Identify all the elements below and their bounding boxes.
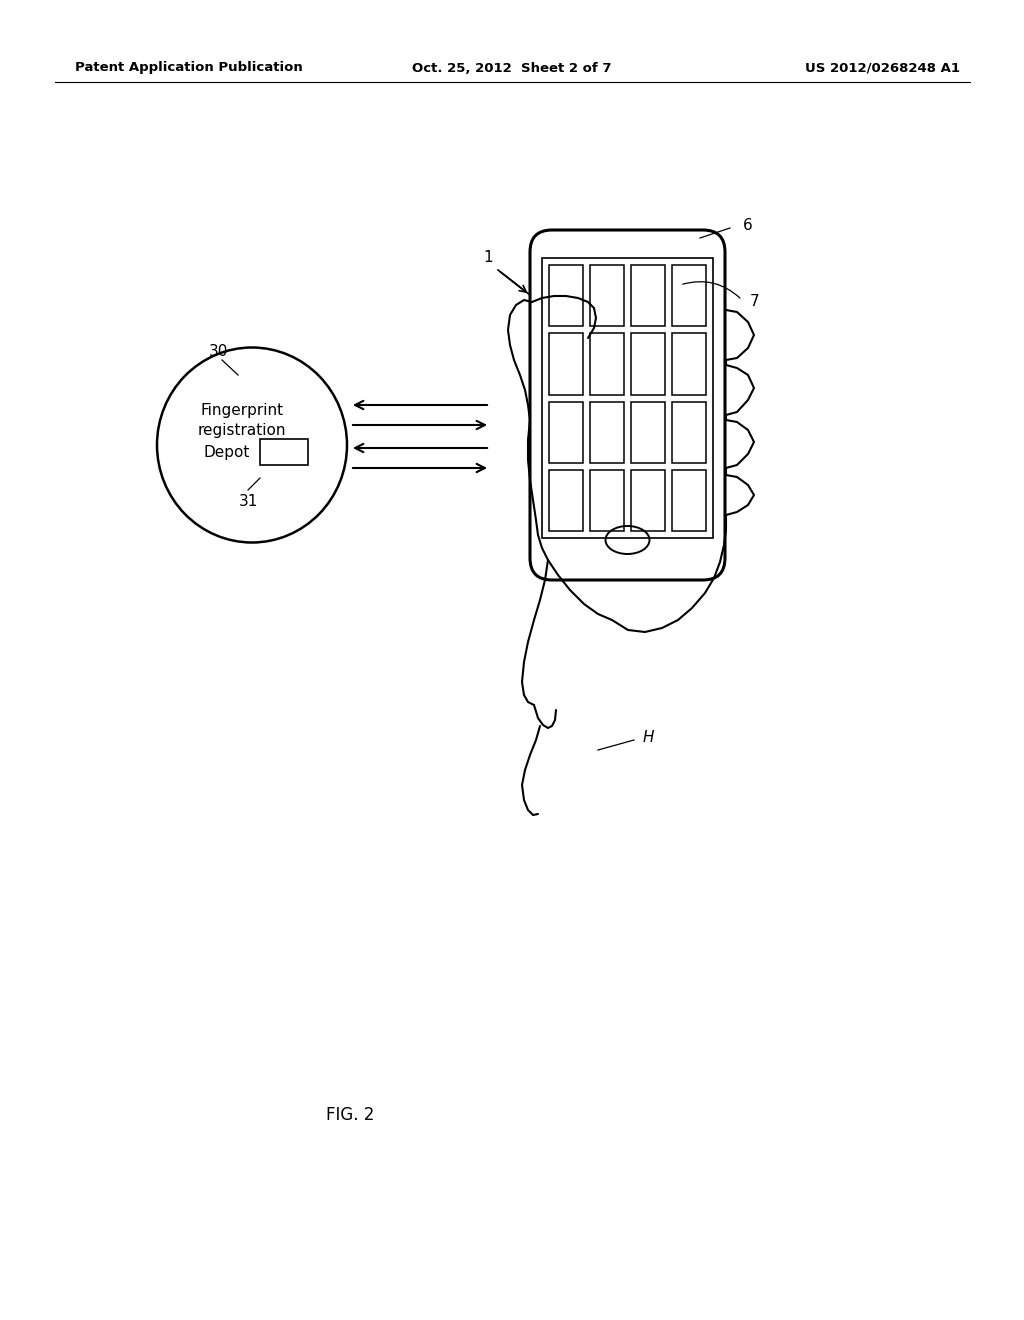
Text: 6: 6 <box>743 218 753 232</box>
Bar <box>631 333 665 395</box>
Text: Patent Application Publication: Patent Application Publication <box>75 62 303 74</box>
Text: Fingerprint: Fingerprint <box>201 403 284 417</box>
Text: H: H <box>642 730 653 744</box>
Bar <box>631 470 665 531</box>
Text: FIG. 2: FIG. 2 <box>326 1106 374 1125</box>
Bar <box>672 333 706 395</box>
Text: Oct. 25, 2012  Sheet 2 of 7: Oct. 25, 2012 Sheet 2 of 7 <box>413 62 611 74</box>
Text: Depot: Depot <box>204 445 250 459</box>
Bar <box>672 265 706 326</box>
Bar <box>631 265 665 326</box>
Bar <box>260 440 308 465</box>
Text: registration: registration <box>198 422 287 437</box>
Bar <box>549 470 583 531</box>
Bar <box>549 333 583 395</box>
Bar <box>672 470 706 531</box>
Bar <box>542 257 713 539</box>
Bar <box>590 333 624 395</box>
Bar <box>590 470 624 531</box>
Bar <box>590 265 624 326</box>
Text: 31: 31 <box>239 495 258 510</box>
Bar <box>672 401 706 463</box>
Bar <box>549 401 583 463</box>
Text: US 2012/0268248 A1: US 2012/0268248 A1 <box>805 62 961 74</box>
Text: 1: 1 <box>483 251 493 265</box>
Bar <box>631 401 665 463</box>
Text: 7: 7 <box>751 294 760 309</box>
Bar <box>590 401 624 463</box>
Bar <box>549 265 583 326</box>
Text: 30: 30 <box>208 345 227 359</box>
